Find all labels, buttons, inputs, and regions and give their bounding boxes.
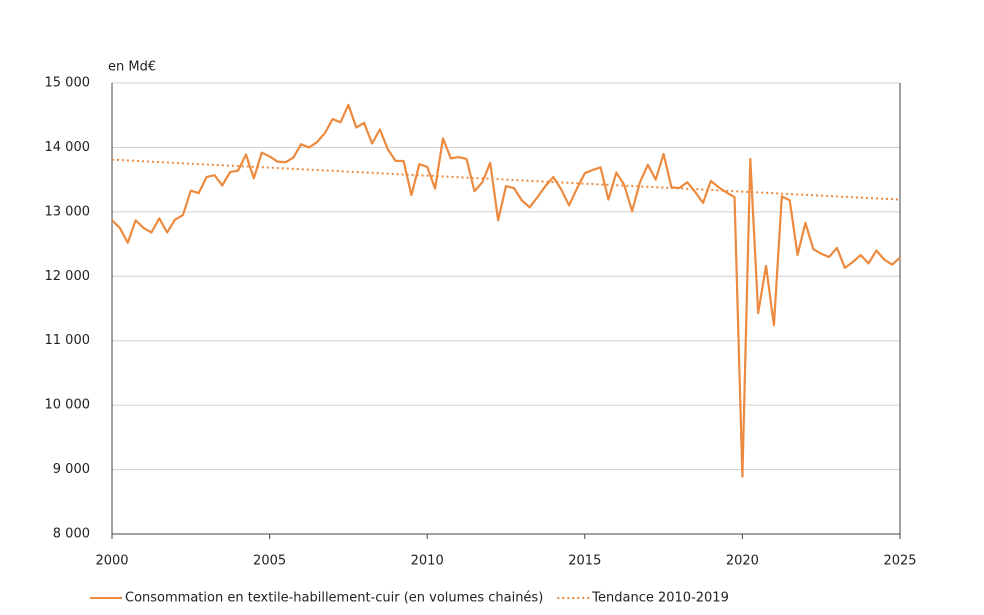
x-tick-label: 2015 — [568, 554, 601, 569]
y-axis-label: en Md€ — [108, 60, 156, 75]
y-tick-label: 11 000 — [45, 333, 91, 348]
x-tick-label: 2020 — [726, 554, 759, 569]
legend-label: Tendance 2010-2019 — [591, 591, 729, 606]
x-tick-label: 2000 — [95, 554, 128, 569]
y-tick-label: 13 000 — [45, 204, 91, 219]
y-tick-label: 10 000 — [45, 398, 91, 413]
y-tick-label: 12 000 — [45, 269, 91, 284]
y-tick-label: 9 000 — [53, 462, 90, 477]
y-tick-label: 14 000 — [45, 140, 91, 155]
series-line — [111, 158, 901, 201]
series-line — [111, 103, 901, 478]
y-tick-label: 8 000 — [53, 527, 90, 542]
legend-label: Consommation en textile-habillement-cuir… — [125, 591, 543, 606]
x-tick-label: 2005 — [253, 554, 286, 569]
x-tick-label: 2010 — [411, 554, 444, 569]
y-tick-label: 15 000 — [45, 76, 91, 91]
x-tick-label: 2025 — [883, 554, 916, 569]
